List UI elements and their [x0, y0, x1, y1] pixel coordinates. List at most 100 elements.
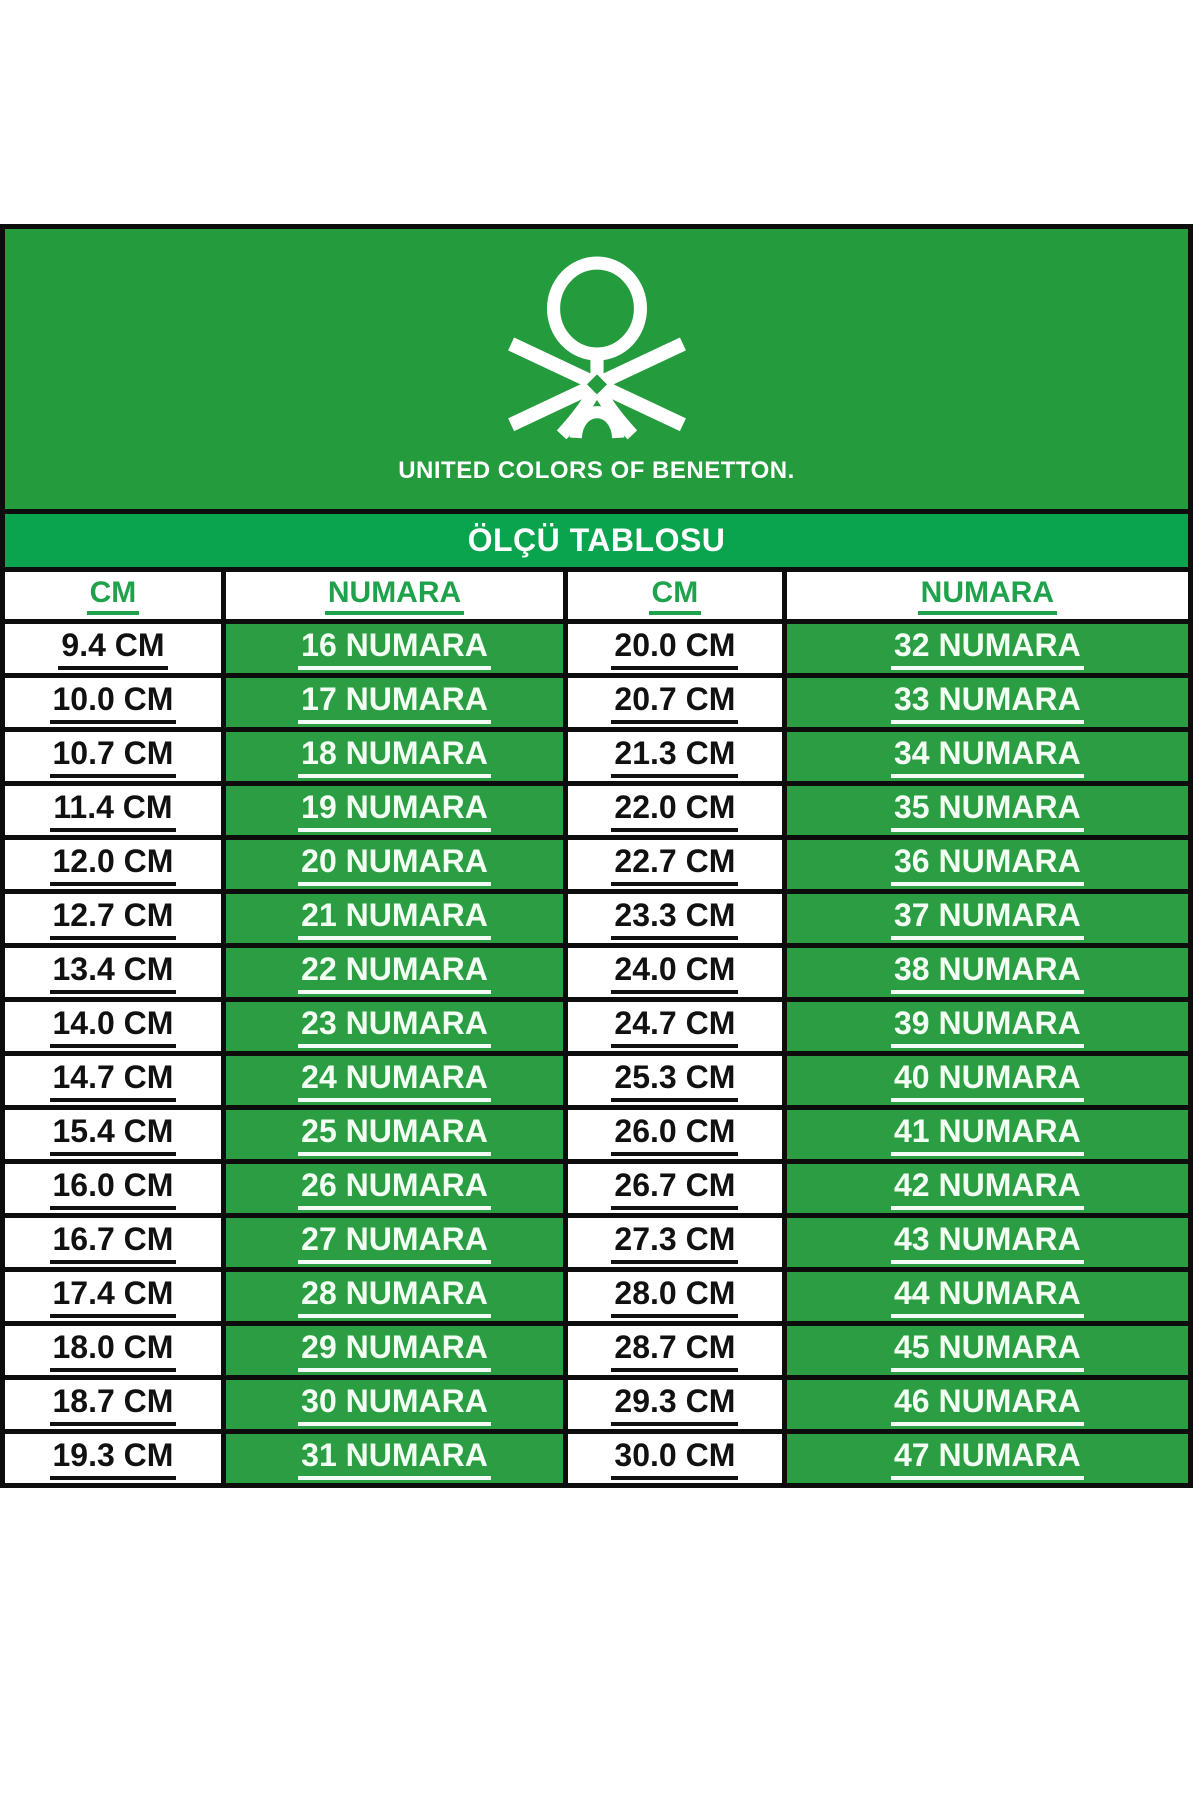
- numara-cell-left: 18 NUMARA: [220, 727, 569, 786]
- cm-cell-right: 23.3 CM: [563, 889, 787, 948]
- numara-cell-left: 24 NUMARA: [220, 1051, 569, 1110]
- numara-cell-right: 43 NUMARA: [781, 1213, 1194, 1272]
- numara-cell-left: 21 NUMARA: [220, 889, 569, 948]
- table-row: 19.3 CM 31 NUMARA 30.0 CM 47 NUMARA: [0, 1429, 1194, 1488]
- cm-value-right: 21.3 CM: [611, 737, 739, 778]
- numara-value-right: 33 NUMARA: [890, 683, 1084, 724]
- numara-cell-right: 39 NUMARA: [781, 997, 1194, 1056]
- table-row: 12.0 CM 20 NUMARA 22.7 CM 36 NUMARA: [0, 835, 1194, 894]
- cm-cell-left: 14.0 CM: [0, 997, 226, 1056]
- numara-value-right: 32 NUMARA: [890, 629, 1084, 670]
- table-row: 18.0 CM 29 NUMARA 28.7 CM 45 NUMARA: [0, 1321, 1194, 1380]
- numara-value-right: 37 NUMARA: [890, 899, 1084, 940]
- numara-cell-left: 27 NUMARA: [220, 1213, 569, 1272]
- cm-cell-right: 22.0 CM: [563, 781, 787, 840]
- numara-value-left: 24 NUMARA: [298, 1061, 491, 1102]
- numara-value-left: 26 NUMARA: [298, 1169, 491, 1210]
- cm-cell-left: 12.7 CM: [0, 889, 226, 948]
- numara-cell-left: 28 NUMARA: [220, 1267, 569, 1326]
- title-row: ÖLÇÜ TABLOSU: [0, 509, 1193, 572]
- table-row: 10.0 CM 17 NUMARA 20.7 CM 33 NUMARA: [0, 673, 1194, 732]
- cm-value-right: 24.0 CM: [611, 953, 739, 994]
- table-row: 11.4 CM 19 NUMARA 22.0 CM 35 NUMARA: [0, 781, 1194, 840]
- table-row: 16.0 CM 26 NUMARA 26.7 CM 42 NUMARA: [0, 1159, 1194, 1218]
- numara-cell-left: 31 NUMARA: [220, 1429, 569, 1488]
- cm-value-left: 11.4 CM: [50, 791, 176, 832]
- cm-cell-right: 28.0 CM: [563, 1267, 787, 1326]
- cm-cell-left: 10.7 CM: [0, 727, 226, 786]
- cm-cell-right: 27.3 CM: [563, 1213, 787, 1272]
- cm-value-left: 10.0 CM: [49, 683, 177, 724]
- size-chart-sheet: UNITED COLORS OF BENETTON. ÖLÇÜ TABLOSU …: [0, 224, 1194, 1488]
- cm-cell-left: 17.4 CM: [0, 1267, 226, 1326]
- numara-cell-right: 46 NUMARA: [781, 1375, 1194, 1434]
- numara-value-right: 41 NUMARA: [890, 1115, 1084, 1156]
- cm-cell-right: 20.7 CM: [563, 673, 787, 732]
- size-chart-title-bar: ÖLÇÜ TABLOSU: [0, 509, 1193, 572]
- brand-header-row: UNITED COLORS OF BENETTON.: [0, 224, 1193, 514]
- benetton-knot-logo: [507, 256, 686, 440]
- cm-value-right: 27.3 CM: [611, 1223, 739, 1264]
- cm-cell-left: 18.0 CM: [0, 1321, 226, 1380]
- numara-cell-left: 26 NUMARA: [220, 1159, 569, 1218]
- cm-value-right: 24.7 CM: [611, 1007, 739, 1048]
- cm-cell-right: 21.3 CM: [563, 727, 787, 786]
- numara-cell-left: 17 NUMARA: [220, 673, 569, 732]
- numara-value-left: 27 NUMARA: [298, 1223, 491, 1264]
- cm-value-right: 22.0 CM: [611, 791, 739, 832]
- cm-cell-left: 16.0 CM: [0, 1159, 226, 1218]
- numara-value-right: 35 NUMARA: [890, 791, 1084, 832]
- cm-value-right: 26.7 CM: [611, 1169, 739, 1210]
- table-row: 14.7 CM 24 NUMARA 25.3 CM 40 NUMARA: [0, 1051, 1194, 1110]
- cm-value-left: 15.4 CM: [49, 1115, 177, 1156]
- numara-value-right: 40 NUMARA: [890, 1061, 1084, 1102]
- numara-value-left: 20 NUMARA: [298, 845, 491, 886]
- numara-value-right: 38 NUMARA: [890, 953, 1084, 994]
- cm-value-left: 16.0 CM: [49, 1169, 177, 1210]
- cm-cell-left: 15.4 CM: [0, 1105, 226, 1164]
- size-table: UNITED COLORS OF BENETTON. ÖLÇÜ TABLOSU …: [0, 224, 1194, 1488]
- cm-value-right: 29.3 CM: [611, 1385, 739, 1426]
- brand-header-content: UNITED COLORS OF BENETTON.: [8, 232, 1186, 507]
- cm-value-right: 28.0 CM: [611, 1277, 739, 1318]
- numara-cell-left: 20 NUMARA: [220, 835, 569, 894]
- numara-value-left: 31 NUMARA: [298, 1439, 491, 1480]
- cm-value-left: 12.7 CM: [49, 899, 177, 940]
- numara-cell-right: 42 NUMARA: [781, 1159, 1194, 1218]
- numara-value-left: 17 NUMARA: [298, 683, 491, 724]
- cm-value-left: 10.7 CM: [49, 737, 177, 778]
- numara-value-right: 39 NUMARA: [890, 1007, 1084, 1048]
- numara-cell-left: 16 NUMARA: [220, 619, 569, 678]
- cm-value-left: 16.7 CM: [49, 1223, 177, 1264]
- numara-value-right: 45 NUMARA: [890, 1331, 1084, 1372]
- numara-cell-right: 47 NUMARA: [781, 1429, 1194, 1488]
- cm-value-right: 22.7 CM: [611, 845, 739, 886]
- cm-value-right: 30.0 CM: [611, 1439, 739, 1480]
- table-row: 15.4 CM 25 NUMARA 26.0 CM 41 NUMARA: [0, 1105, 1194, 1164]
- numara-cell-right: 36 NUMARA: [781, 835, 1194, 894]
- cm-value-left: 14.7 CM: [49, 1061, 177, 1102]
- numara-value-right: 44 NUMARA: [890, 1277, 1084, 1318]
- cm-value-left: 12.0 CM: [49, 845, 177, 886]
- numara-cell-right: 34 NUMARA: [781, 727, 1194, 786]
- numara-cell-right: 37 NUMARA: [781, 889, 1194, 948]
- knot-center-hole: [586, 374, 607, 395]
- numara-cell-right: 41 NUMARA: [781, 1105, 1194, 1164]
- cm-cell-left: 13.4 CM: [0, 943, 226, 1002]
- brand-header: UNITED COLORS OF BENETTON.: [0, 224, 1193, 514]
- size-chart-title: ÖLÇÜ TABLOSU: [467, 522, 726, 558]
- numara-value-left: 22 NUMARA: [298, 953, 491, 994]
- cm-value-right: 25.3 CM: [611, 1061, 739, 1102]
- numara-cell-left: 25 NUMARA: [220, 1105, 569, 1164]
- cm-cell-right: 26.0 CM: [563, 1105, 787, 1164]
- table-row: 9.4 CM 16 NUMARA 20.0 CM 32 NUMARA: [0, 619, 1194, 678]
- numara-cell-left: 29 NUMARA: [220, 1321, 569, 1380]
- numara-value-right: 43 NUMARA: [890, 1223, 1084, 1264]
- numara-value-right: 42 NUMARA: [890, 1169, 1084, 1210]
- cm-cell-left: 14.7 CM: [0, 1051, 226, 1110]
- table-row: 12.7 CM 21 NUMARA 23.3 CM 37 NUMARA: [0, 889, 1194, 948]
- numara-cell-right: 33 NUMARA: [781, 673, 1194, 732]
- cm-value-left: 18.0 CM: [49, 1331, 177, 1372]
- numara-cell-right: 32 NUMARA: [781, 619, 1194, 678]
- numara-cell-right: 35 NUMARA: [781, 781, 1194, 840]
